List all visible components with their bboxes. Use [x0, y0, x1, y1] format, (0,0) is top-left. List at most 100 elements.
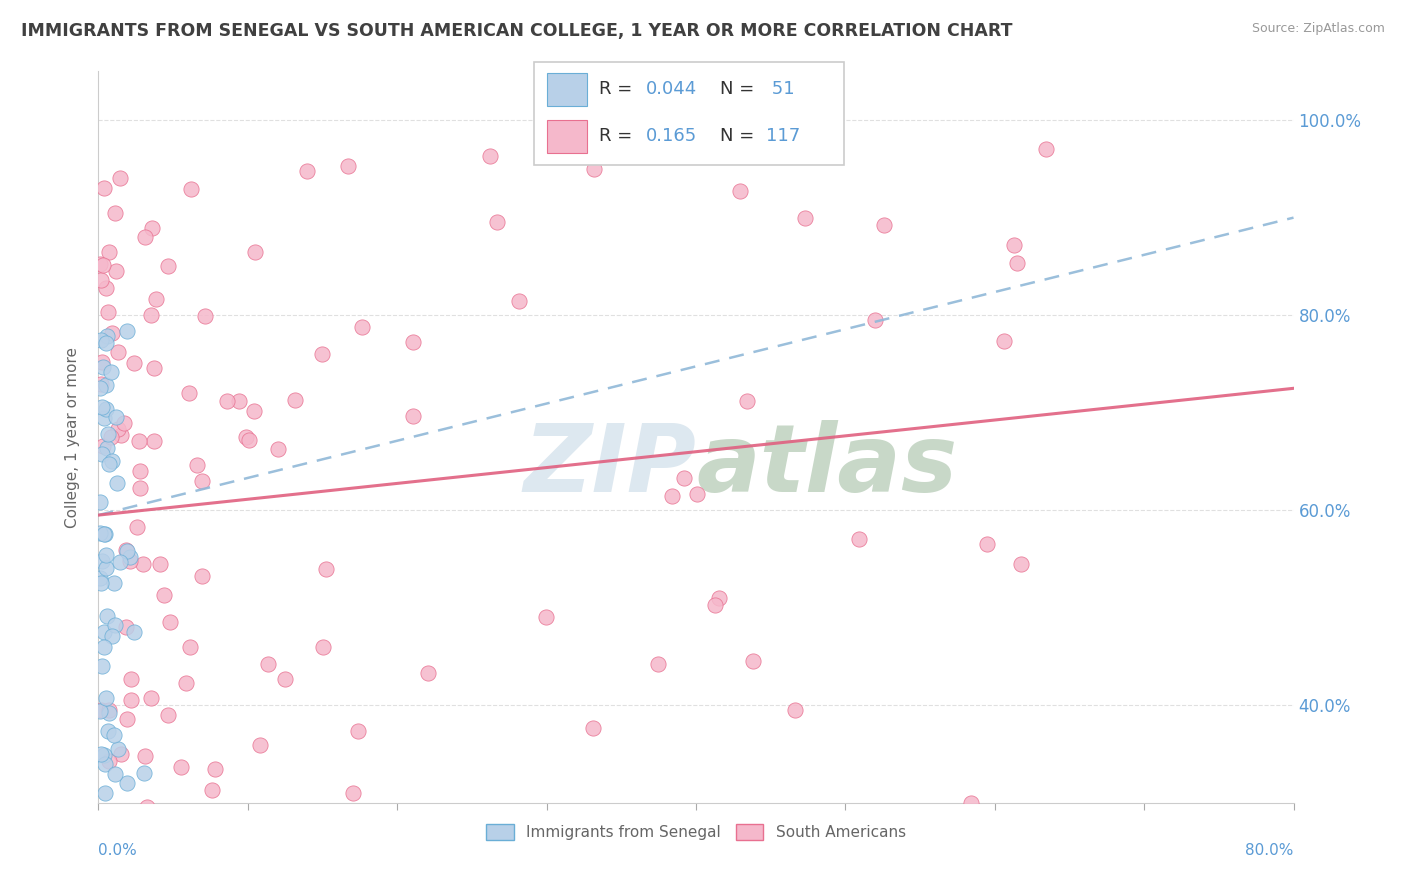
Point	[704, 598, 727, 612]
Point	[94, 377, 117, 392]
Point	[201, 783, 224, 797]
Point	[120, 549, 142, 564]
Point	[115, 776, 138, 790]
Point	[180, 182, 202, 196]
Point	[107, 422, 129, 436]
Point	[402, 409, 425, 423]
Point	[256, 657, 278, 671]
Point	[115, 544, 138, 558]
Legend: Immigrants from Senegal, South Americans: Immigrants from Senegal, South Americans	[479, 818, 912, 847]
Point	[120, 554, 142, 568]
Point	[105, 264, 128, 278]
Point	[115, 324, 138, 338]
Text: 117: 117	[766, 128, 800, 145]
Point	[194, 310, 217, 324]
Point	[336, 160, 359, 174]
Point	[89, 381, 111, 395]
Point	[159, 615, 181, 629]
Point	[848, 533, 870, 547]
Point	[93, 440, 115, 454]
Point	[582, 721, 605, 735]
Point	[91, 447, 114, 461]
Point	[91, 258, 114, 272]
Point	[97, 457, 120, 471]
Point	[94, 809, 117, 823]
Point	[93, 747, 115, 762]
Point	[960, 796, 983, 810]
Point	[267, 442, 290, 456]
Point	[129, 481, 152, 495]
Point	[873, 218, 896, 232]
Point	[115, 543, 138, 558]
Text: 51: 51	[766, 80, 794, 98]
Point	[100, 365, 122, 379]
Point	[238, 434, 260, 448]
Point	[748, 113, 770, 128]
Point	[993, 334, 1015, 348]
Point	[486, 215, 509, 229]
Point	[97, 703, 120, 717]
Point	[228, 394, 250, 409]
Point	[129, 464, 152, 478]
Point	[94, 756, 117, 771]
Point	[100, 430, 122, 444]
Point	[863, 313, 886, 327]
Text: N =: N =	[720, 80, 759, 98]
Point	[1035, 142, 1057, 156]
Point	[93, 411, 115, 425]
Point	[115, 620, 138, 634]
Point	[108, 555, 131, 569]
Point	[110, 428, 132, 442]
Point	[132, 557, 155, 571]
Point	[93, 527, 115, 541]
Point	[134, 230, 156, 244]
Point	[1005, 256, 1028, 270]
Point	[311, 640, 333, 654]
Point	[174, 676, 197, 690]
Point	[284, 393, 307, 408]
Point	[89, 571, 111, 585]
FancyBboxPatch shape	[534, 62, 844, 165]
Point	[103, 766, 125, 780]
Point	[156, 259, 179, 273]
Point	[107, 344, 129, 359]
Point	[98, 754, 121, 768]
Point	[709, 591, 731, 606]
Point	[127, 520, 149, 534]
Point	[249, 738, 271, 752]
Text: 0.0%: 0.0%	[98, 843, 138, 858]
Point	[98, 706, 121, 721]
Point	[90, 554, 112, 568]
Point	[94, 281, 117, 295]
Point	[536, 610, 558, 624]
Point	[91, 355, 114, 369]
Text: atlas: atlas	[696, 420, 957, 512]
Point	[149, 557, 172, 571]
Point	[204, 762, 226, 776]
Point	[170, 759, 193, 773]
Point	[120, 692, 142, 706]
Point	[508, 293, 530, 308]
Point	[107, 742, 129, 756]
Point	[190, 474, 212, 488]
Point	[783, 703, 806, 717]
Point	[215, 394, 238, 409]
Point	[90, 703, 112, 717]
Point	[479, 149, 502, 163]
Point	[104, 409, 127, 424]
Point	[108, 170, 131, 185]
Point	[104, 617, 127, 632]
Point	[342, 786, 364, 800]
Point	[153, 588, 176, 602]
Point	[96, 609, 118, 624]
Point	[97, 244, 120, 259]
Point	[103, 727, 125, 741]
Point	[91, 359, 114, 374]
Point	[402, 334, 425, 349]
Point	[93, 640, 115, 654]
Point	[134, 748, 156, 763]
Point	[94, 786, 117, 800]
Point	[128, 815, 150, 830]
Point	[141, 221, 163, 235]
Point	[141, 309, 163, 323]
